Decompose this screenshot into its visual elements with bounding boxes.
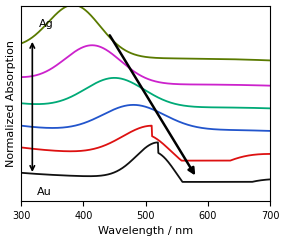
Text: Ag: Ag [39,19,53,29]
Text: Au: Au [37,187,52,197]
X-axis label: Wavelength / nm: Wavelength / nm [98,227,193,236]
Y-axis label: Normalized Absorption: Normalized Absorption [5,40,16,167]
